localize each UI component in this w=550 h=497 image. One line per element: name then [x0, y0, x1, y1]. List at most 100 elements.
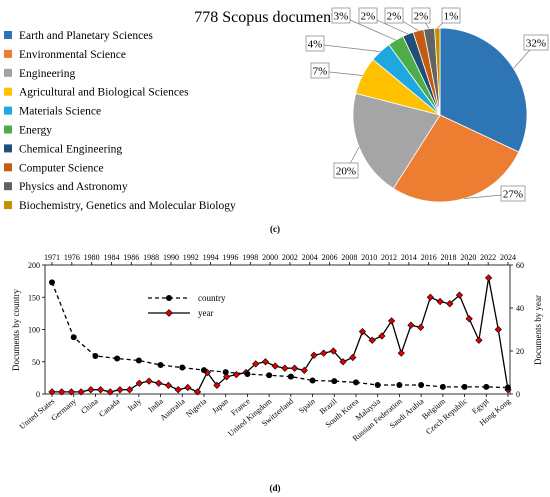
year-point — [426, 293, 435, 301]
country-tick-label: Australia — [158, 396, 187, 422]
year-point — [300, 366, 308, 374]
pie-legend-swatch — [4, 106, 12, 115]
year-point — [252, 360, 260, 368]
pie-legend-swatch — [4, 125, 12, 134]
legend-country-label: country — [198, 293, 226, 303]
year-tick-label: 1988 — [143, 253, 159, 262]
year-point — [349, 353, 357, 362]
year-point — [271, 362, 279, 370]
y-right-tick-label: 60 — [516, 261, 524, 270]
year-tick-label: 2024 — [500, 253, 516, 262]
pie-legend-label: Agricultural and Biological Sciences — [19, 87, 189, 99]
country-tick-label: Nigeria — [184, 396, 209, 419]
year-point — [96, 386, 105, 394]
country-point — [244, 371, 251, 378]
country-point — [287, 373, 294, 380]
year-tick-label: 2004 — [302, 253, 318, 262]
pie-title: 778 Scopus documents — [194, 9, 342, 26]
year-tick-label: 2014 — [401, 253, 417, 262]
year-point — [193, 388, 202, 396]
right-axis: 0 20 40 60 — [510, 261, 524, 399]
pie-legend-swatch — [4, 31, 12, 39]
y-left-tick-label: 150 — [28, 293, 40, 302]
left-axis: 0 50 100 150 200 — [28, 261, 45, 399]
year-point — [223, 373, 231, 381]
year-tick-label: 2012 — [381, 253, 397, 262]
pie-legend: Earth and Planetary Sciences Environmenta… — [4, 30, 236, 212]
year-tick-label: 2002 — [282, 253, 298, 262]
country-tick-label: Spain — [297, 397, 317, 416]
country-point — [70, 334, 77, 341]
year-tick-label: 2020 — [460, 253, 476, 262]
pie-legend-label: Environmental Science — [19, 49, 126, 61]
pie-slice-label: 20% — [336, 166, 356, 178]
country-point — [353, 379, 359, 386]
pie-label-box — [523, 34, 549, 51]
year-tick-label: 2010 — [361, 253, 377, 262]
pie-label-box — [358, 7, 378, 24]
year-tick-label: 1984 — [103, 253, 119, 262]
year-point — [67, 388, 76, 396]
year-point — [329, 347, 337, 355]
pie-legend-label: Earth and Planetary Sciences — [19, 30, 153, 42]
pie-slice — [352, 92, 441, 190]
country-point — [396, 381, 403, 388]
legend-country-marker — [166, 295, 172, 301]
year-point — [378, 332, 386, 340]
pie-slice-label: 27% — [503, 189, 523, 201]
country-tick-label: Japan — [210, 397, 230, 416]
pie-legend-label: Computer Science — [19, 162, 104, 174]
pie-slice-label: 32% — [526, 38, 546, 50]
pie-label-box — [411, 7, 431, 24]
year-point — [58, 388, 66, 396]
legend-year-label: year — [198, 308, 214, 318]
year-point — [475, 336, 483, 344]
year-tick-label: 2000 — [262, 253, 278, 262]
country-point — [222, 369, 229, 376]
y-right-tick-label: 40 — [516, 304, 524, 313]
year-point — [407, 321, 415, 329]
year-tick-label: 1976 — [64, 253, 80, 262]
year-tick-label: 2022 — [480, 253, 496, 262]
year-point — [281, 364, 289, 372]
country-point — [309, 377, 316, 384]
year-point — [436, 297, 444, 306]
year-point — [455, 291, 464, 299]
year-tick-label: 2018 — [441, 253, 457, 262]
pie-slice-label: 2% — [387, 11, 402, 23]
year-point — [446, 300, 454, 308]
year-tick-label: 2006 — [322, 253, 338, 262]
year-tick-label: 1992 — [183, 253, 199, 262]
panel-label-c: (c) — [270, 224, 280, 234]
pie-legend-swatch — [4, 87, 12, 96]
year-series-line — [52, 277, 509, 393]
year-point — [164, 381, 173, 390]
country-point — [92, 352, 99, 359]
pie-slice-label: 2% — [414, 11, 429, 23]
pie-slices — [352, 27, 528, 203]
pie-legend-swatch — [4, 182, 12, 191]
year-point — [135, 379, 143, 387]
country-point — [483, 383, 490, 390]
country-point — [49, 279, 55, 286]
pie-label-box — [331, 7, 351, 24]
year-tick-label: 1994 — [203, 253, 219, 262]
pie-legend-label: Biochemistry, Genetics and Molecular Bio… — [19, 200, 236, 212]
country-point — [179, 364, 186, 371]
pie-slice-label: 4% — [308, 39, 323, 51]
country-tick-label: Italy — [126, 397, 143, 413]
country-point — [418, 381, 425, 388]
year-point — [339, 358, 347, 366]
pie-slice — [439, 27, 528, 153]
pie-panel: 778 Scopus documents Earth and Planetary… — [4, 7, 549, 234]
country-point — [266, 372, 273, 379]
year-point — [494, 325, 502, 334]
pie-slice-label: 2% — [361, 11, 376, 23]
pie-label-box — [333, 162, 359, 179]
y-axis-right-title: Documents by year — [533, 295, 543, 365]
year-point — [77, 388, 85, 396]
pie-label-box — [500, 185, 526, 202]
year-point — [213, 381, 221, 390]
